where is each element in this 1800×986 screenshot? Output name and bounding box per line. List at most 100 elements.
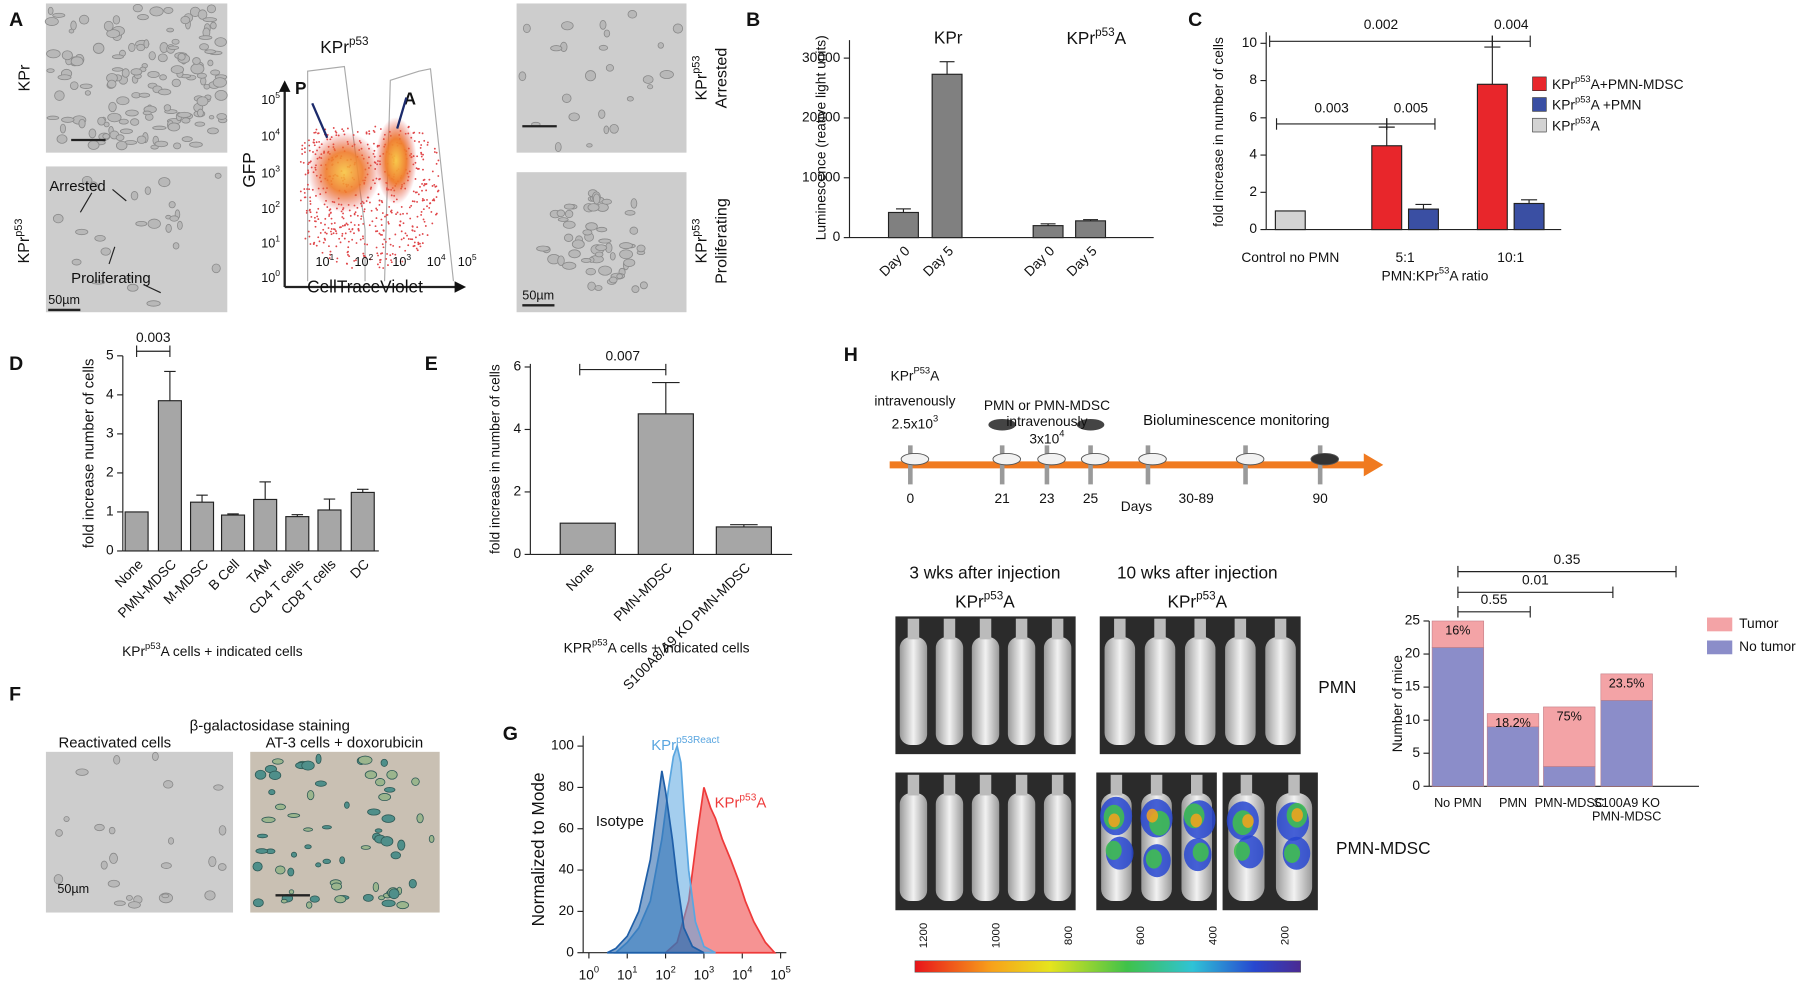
- superscript: p53: [1196, 589, 1216, 602]
- superscript: p53: [1575, 74, 1591, 84]
- signal: [1145, 849, 1162, 869]
- superscript: 3: [275, 164, 280, 174]
- event: [328, 257, 331, 260]
- legend-swatch: [1707, 640, 1733, 655]
- bar: [1371, 145, 1403, 231]
- cell: [595, 251, 604, 258]
- cell: [287, 867, 295, 877]
- superscript: p53: [1575, 95, 1591, 105]
- x-tick-label: Day 5: [920, 243, 956, 279]
- cell: [94, 823, 105, 832]
- event: [349, 230, 352, 233]
- y-tick-label: 40: [559, 862, 575, 877]
- cell: [130, 118, 140, 126]
- nose-cone: [1154, 618, 1166, 640]
- event: [309, 211, 312, 214]
- event: [423, 182, 426, 185]
- superscript: 3: [406, 252, 411, 262]
- event: [426, 205, 428, 208]
- text-part: KPr: [1167, 591, 1196, 611]
- legend-label: KPrp53A +PMN: [1552, 95, 1641, 112]
- event: [416, 200, 418, 203]
- cell: [596, 226, 608, 233]
- cell: [165, 223, 172, 233]
- cell: [115, 134, 125, 141]
- mouse: [1265, 637, 1296, 745]
- mouse: [1104, 637, 1136, 745]
- cell: [550, 45, 563, 52]
- y-tick-label: 20: [559, 903, 575, 918]
- cell: [315, 753, 322, 765]
- cell: [557, 255, 565, 266]
- event: [368, 132, 371, 135]
- superscript: p53: [349, 35, 369, 48]
- event: [412, 132, 415, 134]
- cell: [321, 825, 332, 830]
- label: 3x104: [1029, 429, 1064, 446]
- y-tick-label: 6: [1249, 109, 1257, 124]
- cell: [70, 20, 77, 31]
- text-part: KPr: [320, 37, 349, 57]
- cell: [554, 142, 562, 153]
- event: [339, 241, 342, 244]
- label: KPRp53A cells + indicated cells: [564, 638, 750, 655]
- cell: [334, 895, 347, 904]
- superscript: p53: [984, 589, 1004, 602]
- cell: [647, 84, 654, 90]
- event: [435, 162, 438, 165]
- event: [422, 179, 425, 182]
- y-tick-label: 20: [1405, 646, 1421, 661]
- bar: [350, 491, 375, 552]
- event: [299, 190, 302, 193]
- bar: [1274, 210, 1306, 231]
- superscript: 2: [369, 252, 374, 262]
- label: fold increase in number of cells: [1211, 37, 1226, 227]
- cell: [408, 878, 417, 889]
- nose-cone: [1110, 774, 1123, 796]
- y-tick-label: 4: [1249, 147, 1257, 162]
- event: [422, 168, 424, 171]
- cell: [54, 90, 65, 101]
- cell: [132, 3, 143, 13]
- signal: [1105, 840, 1122, 860]
- event: [366, 243, 369, 246]
- mouse: [1007, 793, 1036, 902]
- y-tick-label: 5: [106, 347, 114, 362]
- cell: [210, 69, 221, 76]
- cell: [61, 116, 75, 123]
- event: [303, 188, 306, 190]
- event: [314, 220, 316, 223]
- event: [379, 261, 382, 264]
- event: [421, 182, 423, 185]
- cell: [309, 895, 320, 903]
- event: [318, 240, 321, 243]
- event: [409, 238, 412, 241]
- bar: [157, 400, 182, 552]
- label: GFP: [239, 152, 259, 187]
- mouse: [971, 637, 1000, 745]
- density: [375, 117, 417, 205]
- cell: [109, 852, 118, 864]
- panel-letter: D: [9, 353, 23, 375]
- superscript: p53: [145, 641, 161, 651]
- event: [332, 232, 335, 235]
- event: [356, 214, 359, 217]
- event: [430, 211, 433, 213]
- legend-label: KPrp53A+PMN-MDSC: [1552, 74, 1684, 91]
- y-tick-label: 60: [559, 820, 575, 835]
- superscript: 4: [747, 965, 752, 975]
- percent-label: 75%: [1557, 710, 1582, 724]
- label: PMN:KPr53A ratio: [1382, 266, 1489, 283]
- superscript: 0: [275, 268, 280, 278]
- x-tick-label: Control no PMN: [1241, 250, 1339, 265]
- legend-label: Tumor: [1739, 616, 1779, 631]
- superscript: 3: [709, 965, 714, 975]
- panel-letter: B: [746, 9, 760, 31]
- event: [347, 253, 349, 256]
- event: [390, 259, 392, 262]
- cell: [127, 901, 141, 909]
- event: [363, 243, 366, 245]
- superscript: P53: [913, 366, 930, 376]
- cell: [172, 242, 180, 250]
- event: [316, 215, 319, 218]
